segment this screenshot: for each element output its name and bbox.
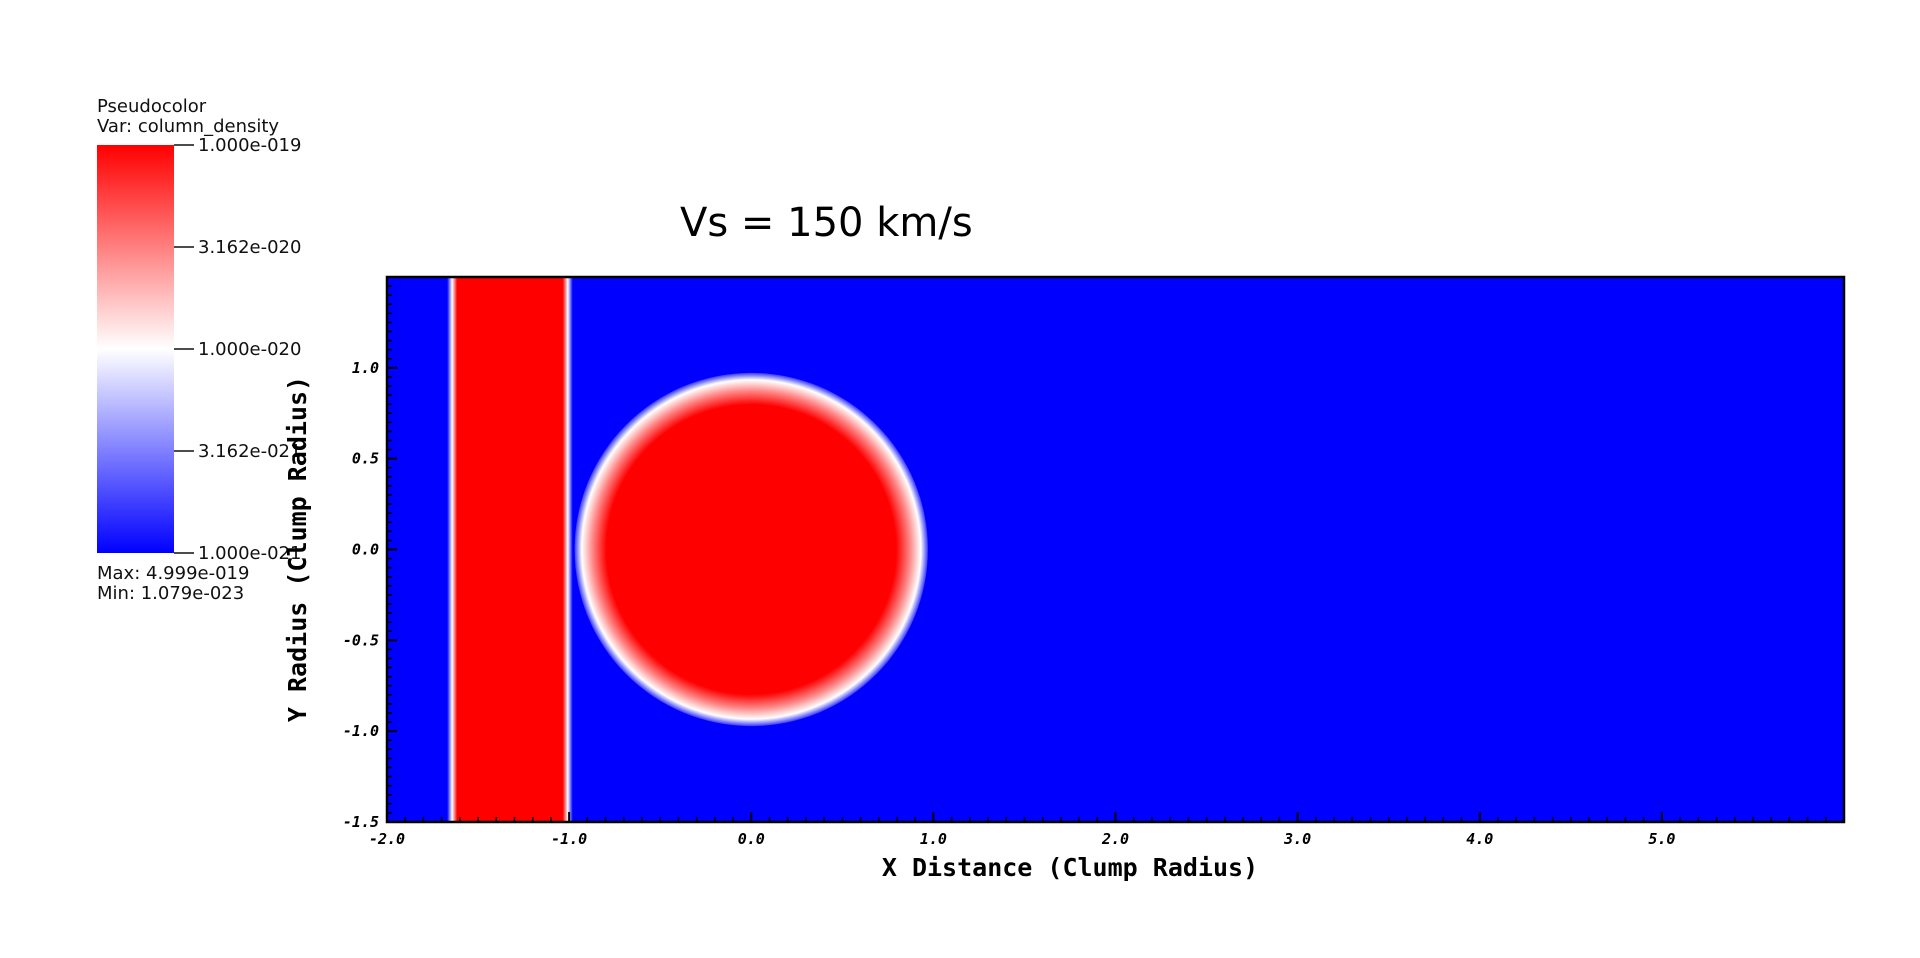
x-tick-label: 0.0 [738,830,765,848]
y-axis: -1.5 -1.0 -0.5 0.0 0.5 1.0 [343,276,397,831]
y-tick-label: 0.0 [352,541,379,559]
x-tick-label: 3.0 [1283,830,1311,848]
x-tick-label: -1.0 [551,830,587,848]
x-axis-title: X Distance (Clump Radius) [882,853,1258,882]
legend-plot-type: Pseudocolor [97,96,207,117]
legend-variable: Var: column_density [97,116,279,137]
chart-title: Vs = 150 km/s [680,200,973,246]
x-tick-label: 5.0 [1648,830,1675,848]
y-axis-title: Y Radius (Clump Radius) [283,376,312,722]
y-tick-label: -1.5 [343,813,379,831]
clump-circle [574,372,928,727]
y-tick-label: -0.5 [343,631,379,649]
colorbar-tick-label: 3.162e-021 [198,441,301,462]
x-tick-label: 2.0 [1101,830,1129,848]
x-tick-label: 1.0 [920,830,947,848]
x-axis: -2.0 -1.0 0.0 1.0 2.0 3.0 4.0 5.0 [369,812,1845,848]
y-tick-label: 0.5 [352,450,379,468]
y-tick-label: 1.0 [352,359,379,377]
colorbar-tick-label: 1.000e-019 [198,135,301,156]
y-tick-label: -1.0 [343,722,379,740]
shock-slab [447,277,573,822]
x-tick-label: 4.0 [1466,830,1493,848]
x-tick-label: -2.0 [369,830,405,848]
legend-min: Min: 1.079e-023 [97,583,244,604]
colorbar-legend: Pseudocolor Var: column_density 1.000e-0… [97,96,301,604]
legend-max: Max: 4.999e-019 [97,563,249,584]
colorbar [97,145,174,553]
plot-area [387,277,1844,822]
colorbar-ticks: 1.000e-019 3.162e-020 1.000e-020 3.162e-021… [174,135,301,564]
colorbar-tick-label: 1.000e-020 [198,339,301,360]
colorbar-tick-label: 3.162e-020 [198,237,301,258]
colorbar-tick-label: 1.000e-021 [198,543,301,564]
